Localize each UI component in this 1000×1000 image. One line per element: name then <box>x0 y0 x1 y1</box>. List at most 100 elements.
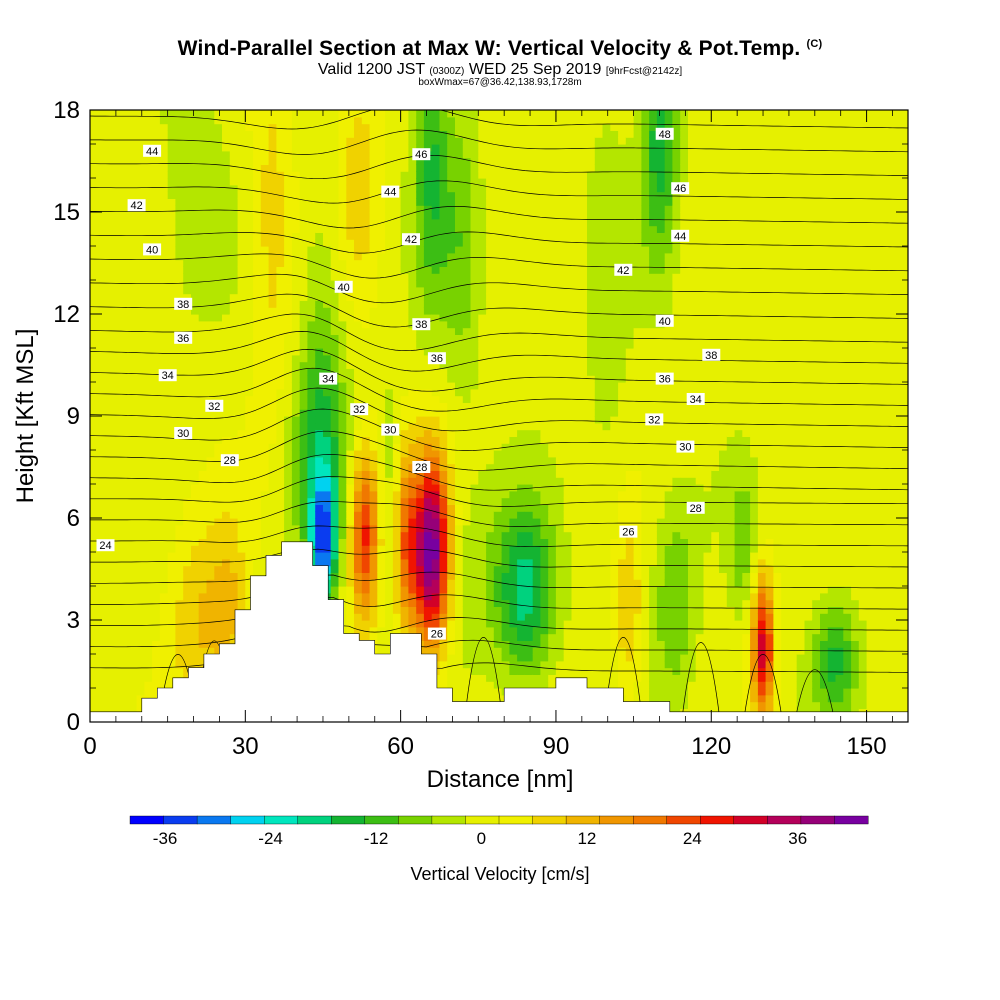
velocity-cell <box>245 273 254 281</box>
velocity-cell <box>385 361 394 369</box>
velocity-cell <box>183 402 192 410</box>
velocity-cell <box>260 422 270 431</box>
velocity-cell <box>268 402 277 410</box>
velocity-cell <box>416 191 425 199</box>
velocity-cell <box>276 354 285 363</box>
velocity-cell <box>144 205 153 213</box>
velocity-cell <box>361 327 371 335</box>
velocity-cell <box>159 552 169 560</box>
velocity-cell <box>447 286 456 295</box>
velocity-cell <box>478 300 487 308</box>
velocity-cell <box>214 266 223 274</box>
velocity-cell <box>299 225 309 233</box>
velocity-cell <box>191 599 200 607</box>
velocity-cell <box>245 504 254 512</box>
velocity-cell <box>408 280 417 288</box>
velocity-cell <box>152 218 161 227</box>
velocity-cell <box>493 293 503 301</box>
velocity-cell <box>346 375 355 383</box>
velocity-cell <box>416 626 425 635</box>
velocity-cell <box>369 184 378 193</box>
velocity-cell <box>175 382 184 390</box>
velocity-cell <box>291 205 301 213</box>
velocity-cell <box>121 218 130 227</box>
velocity-cell <box>167 511 177 519</box>
velocity-cell <box>144 518 153 526</box>
velocity-cell <box>455 184 464 193</box>
velocity-cell <box>175 225 184 233</box>
velocity-cell <box>478 286 487 295</box>
velocity-cell <box>191 116 200 125</box>
velocity-cell <box>385 484 394 492</box>
velocity-cell <box>361 538 371 546</box>
velocity-cell <box>323 402 332 410</box>
velocity-cell <box>276 293 285 301</box>
velocity-cell <box>493 592 503 601</box>
velocity-cell <box>299 436 309 444</box>
velocity-cell <box>97 395 107 403</box>
velocity-cell <box>299 504 309 512</box>
velocity-cell <box>493 150 503 159</box>
velocity-cell <box>501 273 510 281</box>
velocity-cell <box>229 320 239 329</box>
velocity-cell <box>291 198 301 206</box>
velocity-cell <box>183 552 192 560</box>
velocity-cell <box>245 545 254 553</box>
velocity-cell <box>276 402 285 410</box>
velocity-cell <box>90 518 99 526</box>
velocity-cell <box>361 497 371 505</box>
velocity-cell <box>260 130 270 138</box>
velocity-cell <box>509 470 518 478</box>
velocity-cell <box>330 463 340 471</box>
velocity-cell <box>183 538 192 546</box>
velocity-cell <box>299 518 309 526</box>
velocity-cell <box>307 171 316 179</box>
velocity-cell <box>159 456 169 465</box>
velocity-cell <box>90 456 99 465</box>
velocity-cell <box>478 178 487 186</box>
velocity-cell <box>330 552 340 560</box>
velocity-cell <box>90 497 99 505</box>
velocity-cell <box>152 164 161 172</box>
velocity-cell <box>144 218 153 227</box>
velocity-cell <box>105 259 114 267</box>
velocity-cell <box>307 184 316 193</box>
velocity-cell <box>315 280 324 288</box>
velocity-cell <box>478 212 487 220</box>
velocity-cell <box>462 422 472 431</box>
velocity-cell <box>354 150 363 159</box>
velocity-cell <box>121 361 130 369</box>
velocity-cell <box>423 579 433 587</box>
velocity-cell <box>493 259 503 267</box>
velocity-cell <box>214 280 223 288</box>
velocity-cell <box>509 443 518 451</box>
velocity-cell <box>431 470 441 478</box>
velocity-cell <box>486 184 495 193</box>
velocity-cell <box>152 674 161 682</box>
velocity-cell <box>97 626 107 635</box>
velocity-cell <box>105 116 114 125</box>
velocity-cell <box>408 599 417 607</box>
velocity-cell <box>470 620 479 628</box>
velocity-cell <box>307 191 316 199</box>
velocity-cell <box>369 205 378 213</box>
velocity-cell <box>416 354 425 363</box>
velocity-cell <box>307 395 316 403</box>
velocity-cell <box>385 266 394 274</box>
velocity-cell <box>167 552 177 560</box>
velocity-cell <box>478 490 487 499</box>
velocity-cell <box>431 178 441 186</box>
velocity-cell <box>346 123 355 131</box>
velocity-cell <box>214 293 223 301</box>
velocity-cell <box>369 354 378 363</box>
velocity-cell <box>214 320 223 329</box>
velocity-cell <box>284 266 293 274</box>
velocity-cell <box>462 477 472 485</box>
velocity-cell <box>493 552 503 560</box>
velocity-cell <box>377 558 386 567</box>
velocity-cell <box>431 592 441 601</box>
velocity-cell <box>136 137 145 145</box>
velocity-cell <box>346 327 355 335</box>
velocity-cell <box>222 361 231 369</box>
velocity-cell <box>276 314 285 322</box>
